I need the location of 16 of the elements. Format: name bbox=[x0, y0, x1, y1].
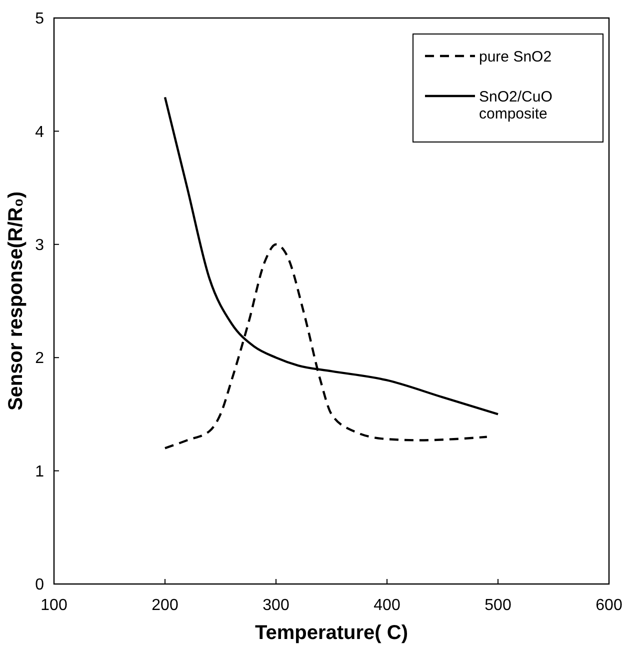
x-tick-label: 500 bbox=[484, 597, 512, 614]
legend-label: pure SnO2 bbox=[479, 48, 552, 66]
y-tick-label: 3 bbox=[35, 237, 44, 254]
x-tick-label: 200 bbox=[152, 597, 178, 614]
x-tick-label: 100 bbox=[40, 597, 68, 614]
y-tick-label: 5 bbox=[35, 10, 44, 28]
x-tick-label: 600 bbox=[596, 597, 622, 614]
x-tick-label: 400 bbox=[374, 597, 400, 614]
legend-label: SnO2/CuO composite bbox=[479, 88, 552, 122]
y-tick-label: 1 bbox=[35, 463, 44, 480]
y-axis-title: Sensor response(R/R₀) bbox=[5, 191, 27, 411]
x-axis-title: Temperature( C) bbox=[255, 622, 408, 644]
x-tick-label: 300 bbox=[262, 597, 290, 614]
y-tick-label: 0 bbox=[35, 576, 44, 594]
y-tick-label: 2 bbox=[35, 350, 44, 368]
y-tick-label: 4 bbox=[35, 124, 44, 141]
